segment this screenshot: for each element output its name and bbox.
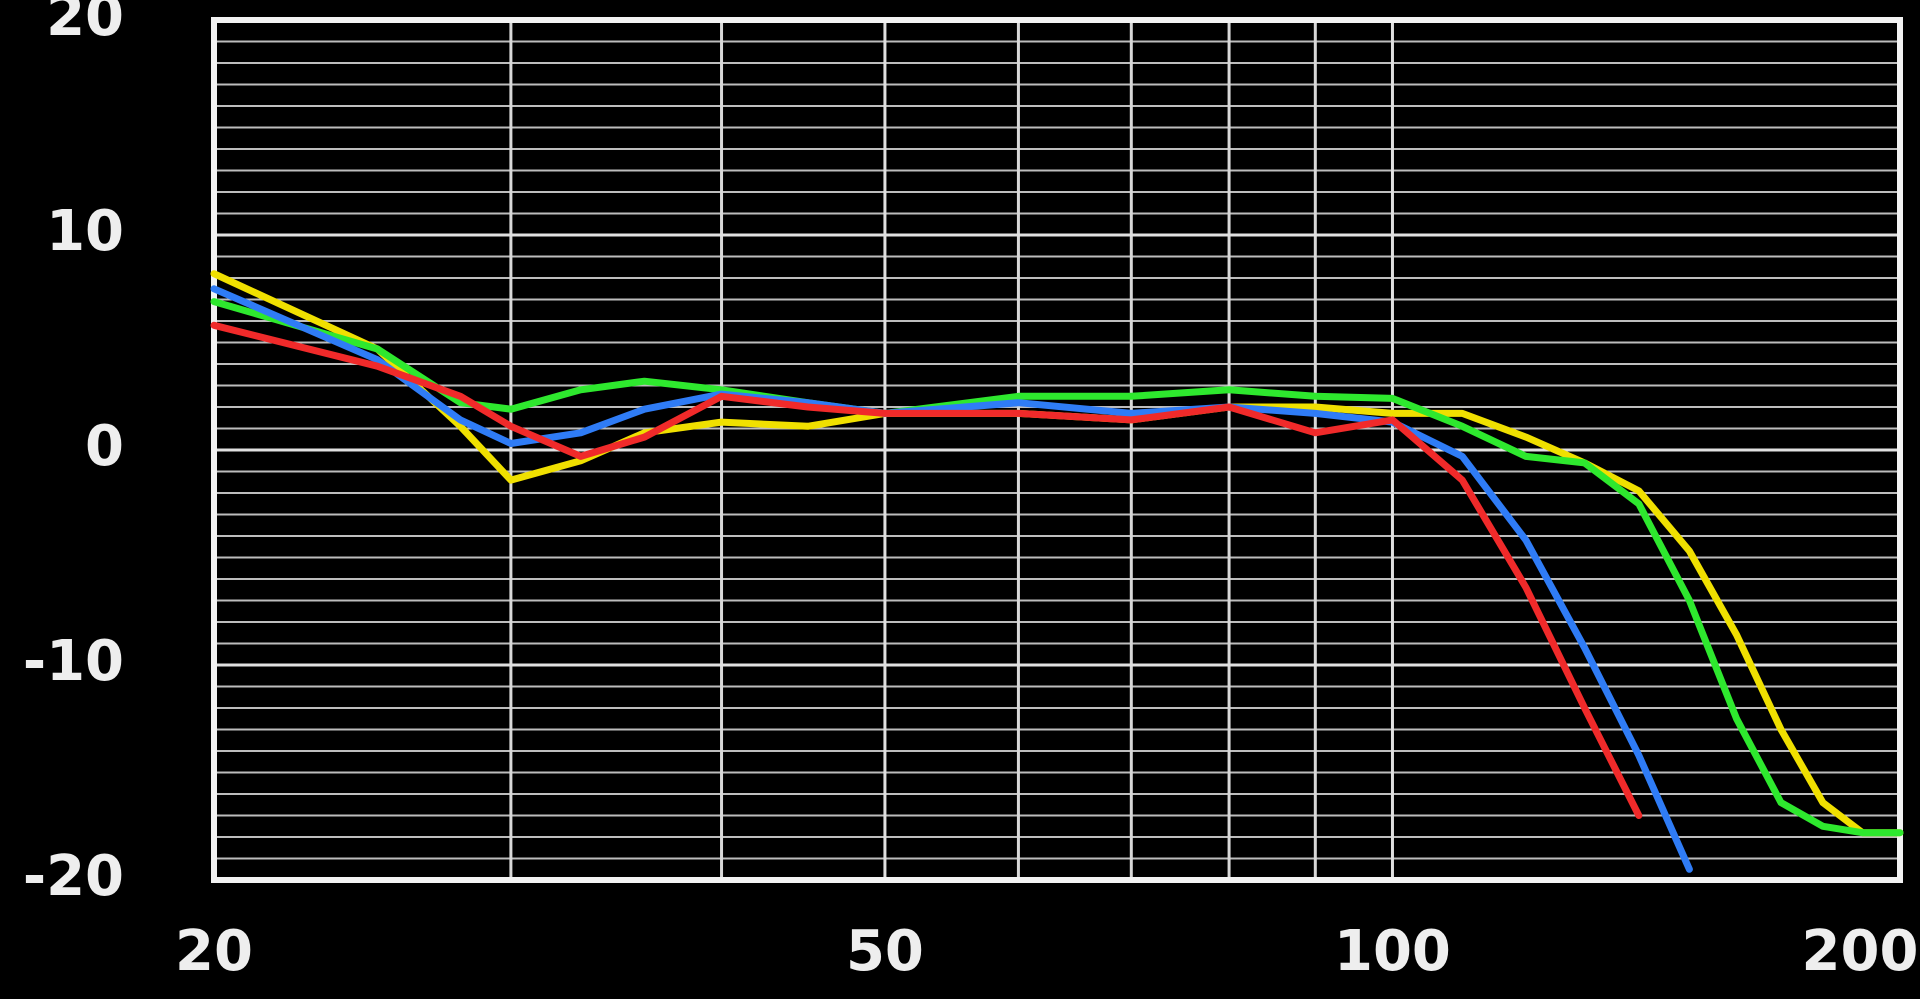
x-tick-label: 100 [1334, 919, 1451, 984]
series-line [210, 321, 1643, 819]
plot-frame [211, 17, 1903, 883]
x-tick-label: 200 [1802, 919, 1919, 984]
y-tick-label: 20 [46, 0, 124, 49]
y-tick-label: 10 [46, 199, 124, 264]
series-line [210, 285, 1693, 873]
series-line [210, 298, 1904, 837]
y-tick-label: -10 [23, 629, 124, 694]
x-tick-label: 20 [175, 919, 253, 984]
y-tick-label: 0 [85, 414, 124, 479]
y-tick-label: -20 [23, 844, 124, 909]
x-tick-label: 50 [846, 919, 924, 984]
